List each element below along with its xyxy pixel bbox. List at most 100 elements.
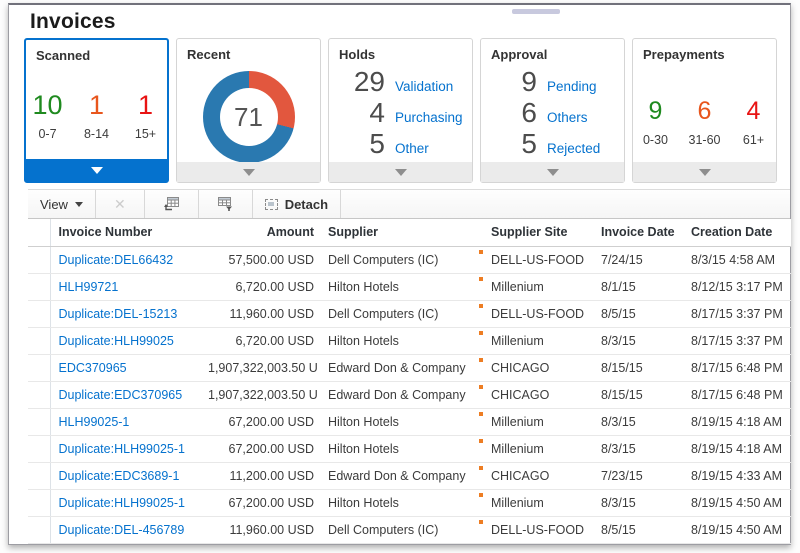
stat-link-others[interactable]: Others <box>547 110 588 125</box>
row-selector-cell[interactable] <box>28 516 51 544</box>
invoice-number-link[interactable]: EDC370965 <box>58 360 127 375</box>
invoice-table-row[interactable]: Duplicate:DEL66432 57,500.00 USD Dell Co… <box>28 246 791 274</box>
triangle-down-icon <box>90 166 103 174</box>
supplier-cell: Hilton Hotels <box>318 489 478 517</box>
supplier-site-value: CHICAGO <box>491 387 550 402</box>
stat-row-other: 5 Other <box>329 128 472 159</box>
card-approval[interactable]: Approval 9 Pending 6 Others 5 Rejected <box>480 38 625 183</box>
supplier-cell: Hilton Hotels <box>318 273 478 301</box>
card-prepayments[interactable]: Prepayments 9 0-30 6 31-60 4 61+ <box>632 38 777 183</box>
view-menu-button[interactable]: View <box>28 190 96 218</box>
invoice-number-link[interactable]: Duplicate:EDC3689-1 <box>58 468 180 483</box>
bucket-label: 8-14 <box>83 127 110 141</box>
table-body: Duplicate:DEL66432 57,500.00 USD Dell Co… <box>28 246 791 544</box>
supplier-site-cell: Millenium <box>478 489 595 517</box>
bucket-value: 9 <box>648 97 663 125</box>
row-selector-cell[interactable] <box>28 435 51 463</box>
invoice-number-cell: Duplicate:DEL-15213 <box>50 300 200 328</box>
row-selector-cell[interactable] <box>28 354 51 382</box>
invoice-number-link[interactable]: HLH99721 <box>58 279 119 294</box>
card-approval-expander[interactable] <box>481 162 624 182</box>
card-holds-stats: 29 Validation 4 Purchasing 5 Other <box>329 66 472 159</box>
row-selector-cell[interactable] <box>28 462 51 490</box>
supplier-site-value: DELL-US-FOOD <box>491 522 585 537</box>
column-header-invoice-number[interactable]: Invoice Number <box>50 219 200 247</box>
invoice-table-row[interactable]: Duplicate:DEL-15213 11,960.00 USD Dell C… <box>28 300 791 328</box>
stat-link-validation[interactable]: Validation <box>395 79 454 94</box>
row-selector-cell[interactable] <box>28 273 51 301</box>
card-recent[interactable]: Recent 71 <box>176 38 321 183</box>
invoice-table-row[interactable]: Duplicate:EDC3689-1 11,200.00 USD Edward… <box>28 462 791 490</box>
freeze-columns-button[interactable] <box>145 190 199 218</box>
row-selector-cell[interactable] <box>28 327 51 355</box>
supplier-cell: Dell Computers (IC) <box>318 300 478 328</box>
invoice-number-cell: HLH99025-1 <box>50 408 200 436</box>
row-selector-cell[interactable] <box>28 381 51 409</box>
invoice-date-cell: 8/15/15 <box>595 381 685 409</box>
supplier-cell: Edward Don & Company <box>318 462 478 490</box>
stat-link-other[interactable]: Other <box>395 141 429 156</box>
bucket-31-60: 6 31-60 <box>689 96 721 147</box>
stat-value: 5 <box>521 128 537 159</box>
stat-link-pending[interactable]: Pending <box>547 79 597 94</box>
column-header-amount[interactable]: Amount <box>200 219 318 247</box>
invoice-table-row[interactable]: Duplicate:HLH99025-1 67,200.00 USD Hilto… <box>28 435 791 463</box>
row-selector-cell[interactable] <box>28 300 51 328</box>
edited-cell-marker-icon <box>479 465 483 470</box>
invoice-number-link[interactable]: Duplicate:HLH99025-1 <box>58 495 185 510</box>
invoice-number-cell: Duplicate:DEL-456789 <box>50 516 200 544</box>
invoice-number-link[interactable]: Duplicate:DEL-456789 <box>58 522 185 537</box>
column-header-invoice-date[interactable]: Invoice Date <box>595 219 685 247</box>
edited-cell-marker-icon <box>479 384 483 389</box>
stat-value: 9 <box>521 66 537 97</box>
row-selector-cell[interactable] <box>28 489 51 517</box>
delete-button[interactable]: ✕ <box>96 190 145 218</box>
supplier-site-value: CHICAGO <box>491 360 550 375</box>
bucket-label: 0-7 <box>38 127 57 141</box>
invoice-table-row[interactable]: HLH99721 6,720.00 USD Hilton Hotels Mill… <box>28 273 791 301</box>
invoice-table-row[interactable]: HLH99025-1 67,200.00 USD Hilton Hotels M… <box>28 408 791 436</box>
bucket-label: 15+ <box>134 127 157 141</box>
invoice-date-cell: 8/5/15 <box>595 300 685 328</box>
detach-button[interactable]: Detach <box>253 190 342 218</box>
invoice-table-row[interactable]: Duplicate:DEL-456789 11,960.00 USD Dell … <box>28 516 791 544</box>
invoice-table-row[interactable]: EDC370965 1,907,322,003.50 USD Edward Do… <box>28 354 791 382</box>
card-holds[interactable]: Holds 29 Validation 4 Purchasing 5 Other <box>328 38 473 183</box>
card-recent-expander[interactable] <box>177 162 320 182</box>
invoice-number-link[interactable]: HLH99025-1 <box>58 414 130 429</box>
column-header-creation-date[interactable]: Creation Date <box>685 219 791 247</box>
invoice-number-link[interactable]: Duplicate:EDC370965 <box>58 387 183 402</box>
detach-label: Detach <box>284 196 329 212</box>
supplier-site-cell: CHICAGO <box>478 381 595 409</box>
stat-link-rejected[interactable]: Rejected <box>547 141 601 156</box>
invoice-table-row[interactable]: Duplicate:HLH99025-1 67,200.00 USD Hilto… <box>28 489 791 517</box>
invoice-date-cell: 8/3/15 <box>595 489 685 517</box>
card-holds-expander[interactable] <box>329 162 472 182</box>
bucket-8-14: 1 8-14 <box>81 90 113 141</box>
splitter-handle[interactable] <box>512 9 560 14</box>
card-scanned[interactable]: Scanned 10 0-7 1 8-14 1 15+ <box>24 38 169 183</box>
row-selector-cell[interactable] <box>28 246 51 274</box>
invoice-number-link[interactable]: Duplicate:HLH99025-1 <box>58 441 185 456</box>
column-header-supplier[interactable]: Supplier <box>318 219 478 247</box>
invoice-table-row[interactable]: Duplicate:EDC370965 1,907,322,003.50 USD… <box>28 381 791 409</box>
invoice-number-link[interactable]: Duplicate:DEL66432 <box>58 252 174 267</box>
card-scanned-expander[interactable] <box>26 159 167 181</box>
donut-hole: 71 <box>219 88 278 146</box>
card-prepayments-expander[interactable] <box>633 162 776 182</box>
bucket-0-30: 9 0-30 <box>640 96 672 147</box>
amount-cell: 11,200.00 USD <box>200 462 318 490</box>
edited-cell-marker-icon <box>479 357 483 362</box>
column-header-supplier-site[interactable]: Supplier Site <box>478 219 595 247</box>
stat-link-purchasing[interactable]: Purchasing <box>395 110 463 125</box>
stat-row-rejected: 5 Rejected <box>481 128 624 159</box>
invoice-table-row[interactable]: Duplicate:HLH99025 6,720.00 USD Hilton H… <box>28 327 791 355</box>
invoice-number-cell: Duplicate:HLH99025-1 <box>50 435 200 463</box>
invoice-number-link[interactable]: Duplicate:DEL-15213 <box>58 306 178 321</box>
bucket-value: 10 <box>32 90 63 120</box>
creation-date-cell: 8/19/15 4:33 AM <box>685 462 791 490</box>
invoice-number-link[interactable]: Duplicate:HLH99025 <box>58 333 174 348</box>
supplier-cell: Hilton Hotels <box>318 435 478 463</box>
query-by-example-button[interactable] <box>199 190 253 218</box>
row-selector-cell[interactable] <box>28 408 51 436</box>
